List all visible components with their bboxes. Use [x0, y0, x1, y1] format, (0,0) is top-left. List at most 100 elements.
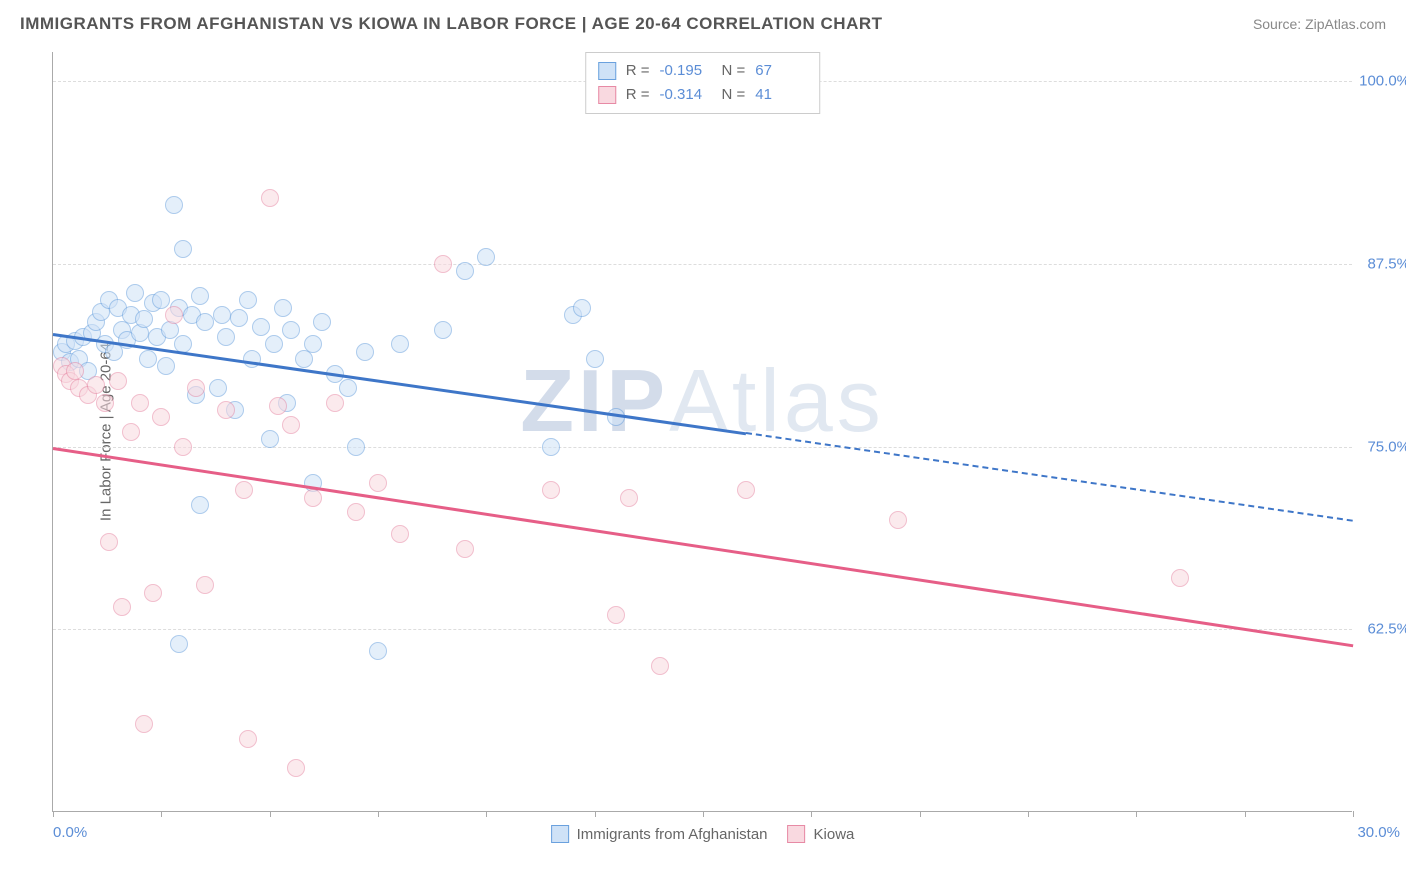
scatter-point-afghanistan — [139, 350, 157, 368]
scatter-point-kiowa — [607, 606, 625, 624]
scatter-point-afghanistan — [126, 284, 144, 302]
x-tick — [1353, 811, 1354, 817]
scatter-point-afghanistan — [477, 248, 495, 266]
scatter-point-afghanistan — [213, 306, 231, 324]
scatter-point-afghanistan — [152, 291, 170, 309]
grid-line — [53, 264, 1352, 265]
scatter-point-afghanistan — [369, 642, 387, 660]
chart-title: IMMIGRANTS FROM AFGHANISTAN VS KIOWA IN … — [20, 14, 883, 34]
x-tick — [53, 811, 54, 817]
scatter-point-kiowa — [391, 525, 409, 543]
scatter-point-kiowa — [135, 715, 153, 733]
correlation-row-afghanistan: R =-0.195N =67 — [598, 59, 808, 83]
r-value: -0.314 — [660, 83, 712, 107]
n-label: N = — [722, 83, 746, 107]
chart-source: Source: ZipAtlas.com — [1253, 16, 1386, 32]
y-axis-title: In Labor Force | Age 20-64 — [98, 342, 115, 520]
x-tick — [703, 811, 704, 817]
scatter-point-afghanistan — [209, 379, 227, 397]
legend-swatch — [788, 825, 806, 843]
scatter-point-afghanistan — [586, 350, 604, 368]
scatter-point-kiowa — [269, 397, 287, 415]
scatter-point-afghanistan — [217, 328, 235, 346]
scatter-point-afghanistan — [304, 335, 322, 353]
scatter-point-kiowa — [96, 394, 114, 412]
correlation-row-kiowa: R = -0.314 N = 41 — [598, 83, 808, 107]
scatter-point-afghanistan — [356, 343, 374, 361]
series-legend-item: Immigrants from Afghanistan — [551, 825, 768, 843]
series-legend-label: Immigrants from Afghanistan — [577, 826, 768, 843]
n-value: 41 — [755, 83, 807, 107]
scatter-point-afghanistan — [339, 379, 357, 397]
scatter-point-kiowa — [187, 379, 205, 397]
scatter-point-kiowa — [239, 730, 257, 748]
scatter-point-afghanistan — [391, 335, 409, 353]
scatter-point-kiowa — [304, 489, 322, 507]
scatter-point-kiowa — [165, 306, 183, 324]
scatter-point-afghanistan — [252, 318, 270, 336]
watermark: ZIPAtlas — [520, 350, 885, 452]
scatter-point-kiowa — [542, 481, 560, 499]
n-label: N = — [722, 59, 746, 83]
scatter-point-afghanistan — [165, 196, 183, 214]
x-tick — [1028, 811, 1029, 817]
series-legend: Immigrants from Afghanistan Kiowa — [551, 825, 855, 843]
y-tick-label: 100.0% — [1359, 73, 1406, 90]
scatter-point-kiowa — [434, 255, 452, 273]
scatter-point-kiowa — [651, 657, 669, 675]
scatter-point-kiowa — [889, 511, 907, 529]
scatter-point-kiowa — [217, 401, 235, 419]
x-tick — [920, 811, 921, 817]
scatter-point-afghanistan — [174, 240, 192, 258]
y-tick-label: 75.0% — [1367, 438, 1406, 455]
x-tick — [486, 811, 487, 817]
scatter-point-kiowa — [456, 540, 474, 558]
scatter-point-kiowa — [131, 394, 149, 412]
n-value: 67 — [755, 59, 807, 83]
x-tick — [270, 811, 271, 817]
r-label: R = — [626, 83, 650, 107]
y-tick-label: 87.5% — [1367, 255, 1406, 272]
scatter-point-afghanistan — [239, 291, 257, 309]
scatter-chart: In Labor Force | Age 20-64 ZIPAtlas 62.5… — [52, 52, 1352, 812]
scatter-point-kiowa — [122, 423, 140, 441]
x-tick — [378, 811, 379, 817]
series-legend-label: Kiowa — [814, 826, 855, 843]
scatter-point-afghanistan — [274, 299, 292, 317]
grid-line — [53, 629, 1352, 630]
scatter-point-kiowa — [326, 394, 344, 412]
scatter-point-kiowa — [235, 481, 253, 499]
x-tick — [1136, 811, 1137, 817]
scatter-point-afghanistan — [573, 299, 591, 317]
scatter-point-afghanistan — [196, 313, 214, 331]
scatter-point-afghanistan — [135, 310, 153, 328]
scatter-point-afghanistan — [347, 438, 365, 456]
legend-swatch — [598, 62, 616, 80]
legend-swatch — [598, 86, 616, 104]
scatter-point-kiowa — [144, 584, 162, 602]
scatter-point-kiowa — [152, 408, 170, 426]
grid-line — [53, 447, 1352, 448]
scatter-point-kiowa — [196, 576, 214, 594]
x-tick — [811, 811, 812, 817]
scatter-point-afghanistan — [456, 262, 474, 280]
correlation-legend: R =-0.195N =67R =-0.314N =41 — [585, 52, 821, 114]
legend-swatch — [551, 825, 569, 843]
chart-header: IMMIGRANTS FROM AFGHANISTAN VS KIOWA IN … — [0, 0, 1406, 42]
scatter-point-kiowa — [174, 438, 192, 456]
scatter-point-kiowa — [109, 372, 127, 390]
scatter-point-kiowa — [1171, 569, 1189, 587]
trend-line — [53, 447, 1353, 647]
scatter-point-afghanistan — [542, 438, 560, 456]
scatter-point-afghanistan — [170, 635, 188, 653]
scatter-point-kiowa — [113, 598, 131, 616]
scatter-point-kiowa — [620, 489, 638, 507]
scatter-point-afghanistan — [313, 313, 331, 331]
scatter-point-kiowa — [282, 416, 300, 434]
scatter-point-afghanistan — [230, 309, 248, 327]
scatter-point-kiowa — [287, 759, 305, 777]
x-tick — [1245, 811, 1246, 817]
scatter-point-kiowa — [66, 362, 84, 380]
scatter-point-kiowa — [347, 503, 365, 521]
x-axis-start-label: 0.0% — [53, 824, 87, 841]
